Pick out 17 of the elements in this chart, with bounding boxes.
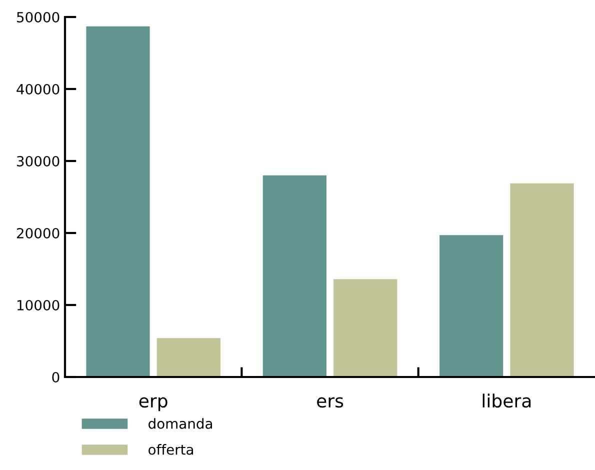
bar (156, 338, 220, 377)
legend-label: domanda (148, 418, 212, 429)
y-tick-label: 40000 (16, 84, 60, 94)
x-tick-label: ers (317, 397, 344, 408)
bar (86, 26, 150, 377)
y-tick-label: 0 (52, 372, 60, 382)
x-tick-label: libera (482, 394, 531, 408)
legend-label: offerta (148, 444, 194, 455)
y-tick-label: 20000 (16, 228, 60, 238)
bar (262, 175, 326, 377)
bar (334, 279, 398, 377)
bar (440, 235, 504, 377)
y-tick-label: 50000 (17, 12, 60, 22)
x-tick-label: erp (139, 397, 168, 412)
bar (510, 183, 574, 377)
y-tick-label: 10000 (17, 300, 60, 310)
y-tick-label: 30000 (17, 156, 60, 166)
